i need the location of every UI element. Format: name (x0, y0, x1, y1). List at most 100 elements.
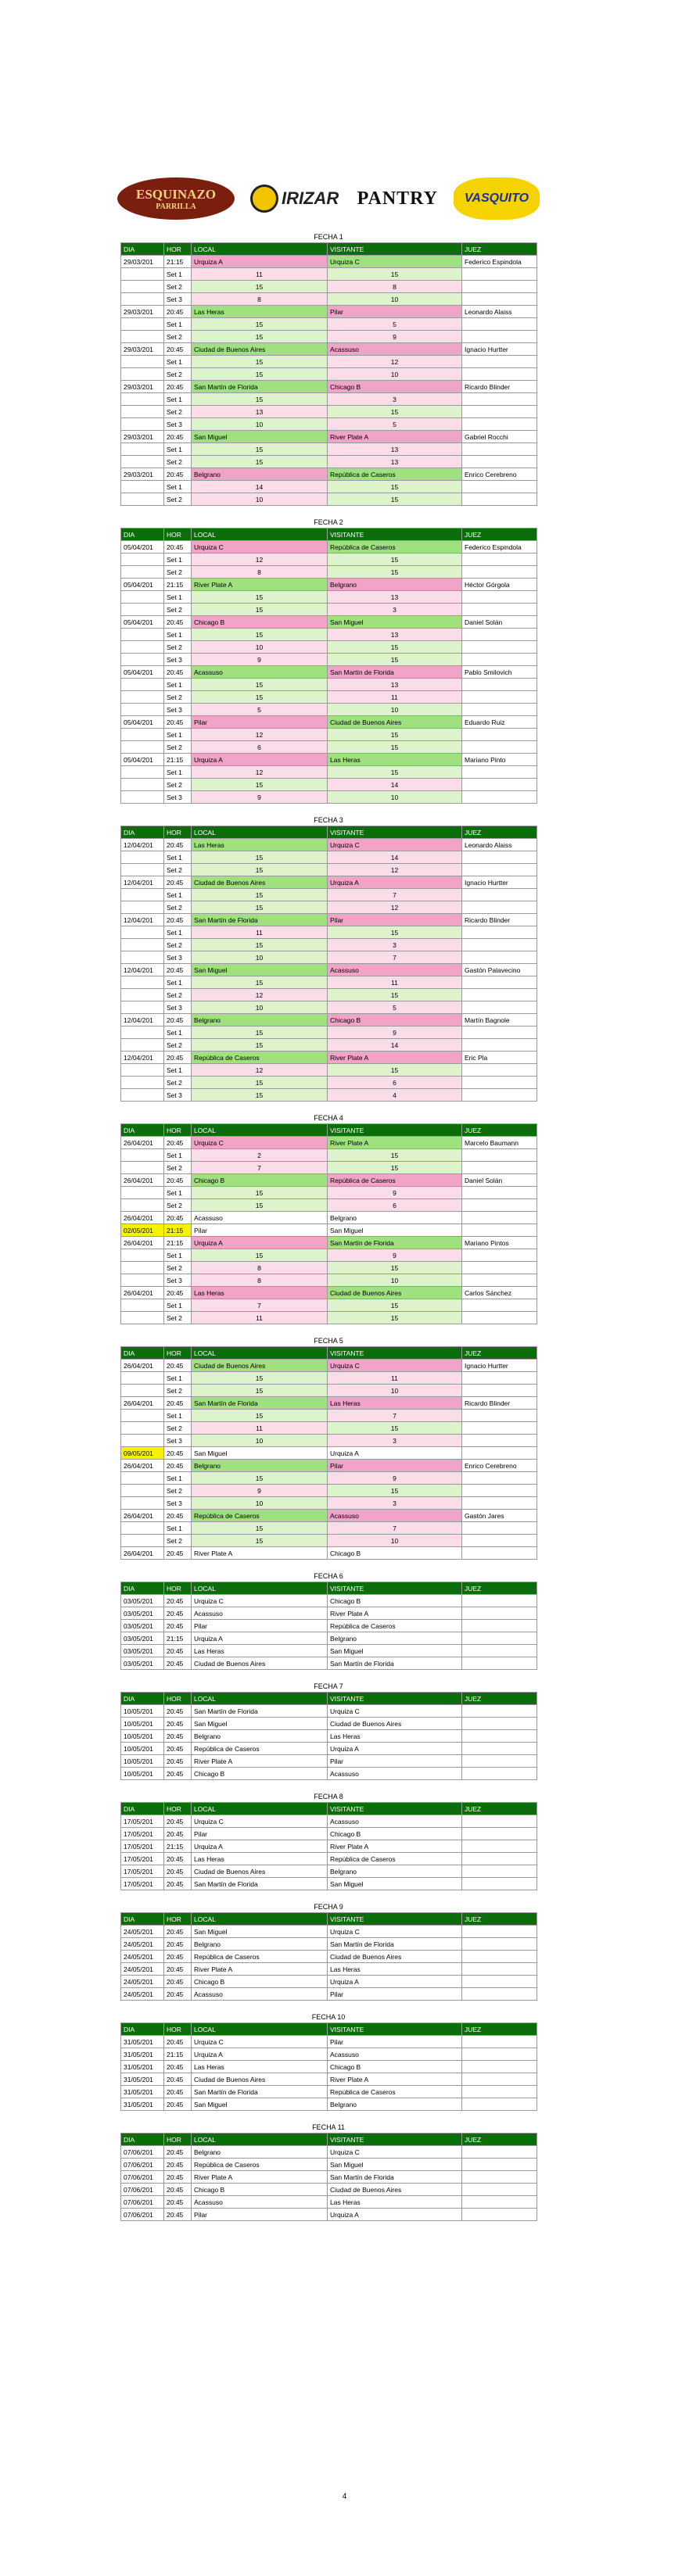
match-row: 05/04/201 20:45 Urquiza C República de Case… (120, 540, 537, 554)
header-cell: HOR (163, 1912, 192, 1926)
empty-cell (461, 1063, 537, 1077)
match-row: 26/04/201 20:45 Las Heras Ciudad de Buenos … (120, 1286, 537, 1299)
set-row: Set 3 10 3 (120, 1434, 537, 1447)
set-label: Set 2 (163, 493, 192, 506)
match-row: 12/04/201 20:45 Las Heras Urquiza C Leonardo… (120, 838, 537, 851)
match-time: 21:15 (163, 1224, 192, 1237)
match-visitante: Urquiza C (327, 255, 462, 268)
match-time: 20:45 (163, 1815, 192, 1828)
empty-cell (120, 317, 164, 331)
match-local: Urquiza A (191, 1840, 328, 1853)
sponsor-logos: ESQUINAZO PARRILLA IRIZAR PANTRY VASQUIT… (117, 174, 540, 224)
empty-cell (120, 603, 164, 616)
empty-cell (120, 280, 164, 293)
match-visitante: Chicago B (327, 1546, 462, 1560)
match-time: 20:45 (163, 1937, 192, 1951)
match-visitante: Urquiza C (327, 2145, 462, 2159)
set-score-visitante: 3 (327, 603, 462, 616)
set-label: Set 1 (163, 678, 192, 691)
match-visitante: República de Caseros (327, 1852, 462, 1865)
match-row: 29/03/201 20:45 San Martín de Florida Chica… (120, 380, 537, 393)
header-cell: DIA (120, 1692, 164, 1705)
match-time: 20:45 (163, 2170, 192, 2184)
match-date: 10/05/201 (120, 1754, 164, 1768)
set-row: Set 2 9 15 (120, 1484, 537, 1497)
empty-cell (120, 1409, 164, 1422)
match-date: 24/05/201 (120, 1925, 164, 1938)
match-time: 20:45 (163, 1827, 192, 1840)
set-label: Set 1 (163, 553, 192, 566)
match-visitante: Chicago B (327, 2060, 462, 2073)
set-score-local: 15 (191, 330, 328, 343)
match-local: Acassuso (191, 1211, 328, 1224)
match-juez (461, 1446, 537, 1460)
match-row: 10/05/201 20:45 San Martín de Florida Urqui… (120, 1704, 537, 1718)
set-label: Set 3 (163, 1001, 192, 1014)
set-score-local: 15 (191, 1249, 328, 1262)
match-row: 26/04/201 20:45 Belgrano Pilar Enrico Cerebr… (120, 1459, 537, 1472)
set-score-local: 15 (191, 1371, 328, 1385)
header-cell: JUEZ (461, 1582, 537, 1595)
set-score-visitante: 7 (327, 888, 462, 901)
set-label: Set 1 (163, 442, 192, 456)
match-row: 26/04/201 20:45 República de Caseros Acassu… (120, 1509, 537, 1522)
match-visitante: Urquiza A (327, 1446, 462, 1460)
empty-cell (120, 1434, 164, 1447)
set-score-visitante: 15 (327, 565, 462, 579)
set-score-local: 8 (191, 1274, 328, 1287)
logo-vasquito: VASQUITO (453, 177, 540, 220)
empty-cell (120, 640, 164, 654)
match-local: San Miguel (191, 963, 328, 976)
empty-cell (461, 1421, 537, 1435)
header-cell: VISITANTE (327, 826, 462, 839)
match-date: 29/03/201 (120, 305, 164, 318)
match-juez: Marcelo Baumann (461, 1136, 537, 1149)
empty-cell (461, 1088, 537, 1102)
set-score-visitante: 15 (327, 1148, 462, 1162)
set-label: Set 1 (163, 1409, 192, 1422)
round-title: FECHA 8 (314, 1793, 343, 1800)
match-row: 24/05/201 20:45 Acassuso Pilar (120, 1987, 537, 2001)
set-row: Set 1 11 15 (120, 267, 537, 281)
match-date: 07/06/201 (120, 2170, 164, 2184)
logo-text: PARRILLA (156, 202, 196, 211)
match-date: 05/04/201 (120, 578, 164, 591)
match-local: San Martín de Florida (191, 1704, 328, 1718)
header-cell: LOCAL (191, 2022, 328, 2036)
match-row: 10/05/201 20:45 Chicago B Acassuso (120, 1767, 537, 1780)
set-score-visitante: 8 (327, 280, 462, 293)
set-score-local: 15 (191, 1038, 328, 1052)
match-date: 12/04/201 (120, 1051, 164, 1064)
match-row: 12/04/201 20:45 San Miguel Acassuso Gastón P… (120, 963, 537, 976)
round-title: FECHA 10 (311, 2013, 346, 2021)
set-score-local: 15 (191, 603, 328, 616)
match-visitante: River Plate A (327, 1607, 462, 1620)
match-local: Las Heras (191, 1286, 328, 1299)
match-local: Urquiza C (191, 540, 328, 554)
match-juez (461, 1865, 537, 1878)
set-label: Set 2 (163, 603, 192, 616)
match-juez (461, 1224, 537, 1237)
empty-cell (461, 1274, 537, 1287)
empty-cell (120, 1249, 164, 1262)
match-date: 05/04/201 (120, 665, 164, 679)
match-juez: Leonardo Alaiss (461, 305, 537, 318)
match-time: 21:15 (163, 1840, 192, 1853)
match-date: 05/04/201 (120, 753, 164, 766)
empty-cell (461, 1038, 537, 1052)
set-score-local: 15 (191, 280, 328, 293)
match-juez: Leonardo Alaiss (461, 838, 537, 851)
set-label: Set 2 (163, 1384, 192, 1397)
match-local: Pilar (191, 2208, 328, 2221)
match-row: 26/04/201 20:45 Acassuso Belgrano (120, 1211, 537, 1224)
match-row: 17/05/201 20:45 Urquiza C Acassuso (120, 1815, 537, 1828)
empty-cell (461, 926, 537, 939)
logo-text: PANTRY (357, 188, 438, 209)
match-date: 31/05/201 (120, 2098, 164, 2111)
match-local: Chicago B (191, 1975, 328, 1988)
match-local: Chicago B (191, 615, 328, 629)
match-juez (461, 1975, 537, 1988)
match-local: River Plate A (191, 1754, 328, 1768)
match-date: 29/03/201 (120, 468, 164, 481)
set-score-visitante: 15 (327, 1063, 462, 1077)
